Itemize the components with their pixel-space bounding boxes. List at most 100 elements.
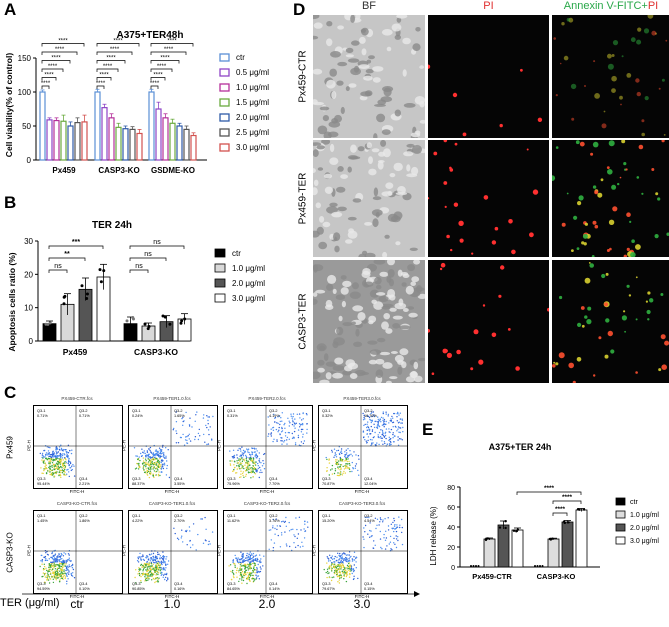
- a-sig-label: ****: [58, 39, 68, 45]
- c-event: [344, 567, 346, 569]
- d-merge-cell: [629, 220, 632, 223]
- c-yaxis-label: PE-H: [26, 440, 32, 451]
- c-event: [51, 557, 54, 559]
- c-event: [237, 449, 239, 451]
- c-event: [259, 471, 261, 474]
- c-event: [247, 471, 250, 473]
- d-pi-cell: [428, 197, 430, 200]
- d-cell: [357, 146, 365, 152]
- d-merge-cell: [644, 96, 649, 101]
- c-event: [44, 462, 46, 464]
- c-event: [247, 451, 249, 453]
- c-event: [258, 578, 260, 580]
- d-cell: [373, 187, 379, 197]
- d-pi-cell: [511, 249, 516, 255]
- c-event: [336, 459, 338, 461]
- d-pi-cell: [537, 117, 543, 123]
- c-event: [239, 460, 241, 462]
- d-cell: [342, 322, 353, 327]
- c-event: [208, 540, 210, 543]
- d-pi-image: [428, 15, 549, 138]
- a-bar: [46, 119, 53, 161]
- d-merge-cell: [612, 40, 619, 46]
- d-merge-cell: [592, 141, 599, 148]
- c-event: [64, 553, 67, 555]
- c-event: [236, 472, 238, 474]
- c-event: [267, 416, 269, 418]
- c-event: [175, 421, 178, 423]
- d-cell: [317, 125, 328, 135]
- c-event: [67, 559, 70, 561]
- c-event: [280, 437, 282, 439]
- c-event: [278, 429, 280, 431]
- c-event: [67, 456, 69, 459]
- c-event: [72, 464, 74, 466]
- d-cell: [347, 362, 359, 370]
- c-event: [238, 571, 240, 573]
- c-event: [380, 546, 382, 549]
- c-event: [44, 556, 46, 559]
- c-event: [294, 535, 296, 538]
- c-event: [146, 474, 149, 476]
- d-cell: [375, 284, 382, 290]
- c-event: [146, 574, 148, 576]
- c-event: [175, 430, 177, 432]
- d-merge-cell: [594, 224, 599, 229]
- c-event: [245, 557, 247, 559]
- a-sig-label: ****: [164, 47, 174, 53]
- c-event: [259, 570, 262, 573]
- e-sig-bracket: [552, 512, 568, 516]
- c-event: [62, 464, 64, 467]
- c-event: [141, 462, 144, 465]
- c-event: [160, 571, 163, 574]
- c-event: [53, 574, 56, 576]
- c-event: [43, 449, 45, 452]
- d-cell: [338, 315, 343, 322]
- b-sig-label: ns: [153, 239, 161, 246]
- c-event: [138, 465, 140, 468]
- c-event: [249, 457, 252, 459]
- c-event: [59, 474, 61, 476]
- c-event: [387, 525, 390, 527]
- c-event: [285, 525, 287, 527]
- c-event: [164, 578, 166, 581]
- d-cell: [331, 211, 343, 218]
- c-event: [63, 569, 65, 571]
- c-event: [70, 452, 73, 455]
- d-col-header-merge: Annexin V-FITC+PI: [546, 0, 669, 12]
- d-merge-cell: [625, 168, 628, 171]
- d-cell: [349, 373, 358, 379]
- c-event: [55, 462, 58, 464]
- c-q3-label: Q3-3: [132, 477, 140, 481]
- c-event: [68, 559, 71, 561]
- c-event: [63, 552, 65, 554]
- c-event: [352, 568, 355, 571]
- a-bar: [169, 122, 176, 161]
- d-merge-cell: [603, 302, 609, 307]
- c-event: [270, 529, 272, 531]
- c-event: [63, 563, 65, 565]
- c-event: [246, 448, 248, 450]
- c-q4-value: 7.70%: [269, 482, 280, 486]
- c-event: [353, 559, 356, 561]
- c-event: [145, 569, 147, 571]
- d-merge-cell: [626, 284, 630, 288]
- d-pi-cell: [458, 220, 464, 226]
- d-cell: [410, 281, 416, 286]
- c-event: [340, 464, 342, 466]
- d-cell: [313, 292, 318, 297]
- c-event: [201, 518, 203, 520]
- c-event: [157, 475, 160, 477]
- c-event: [202, 542, 205, 544]
- c-event: [371, 430, 374, 432]
- c-q4-value: 0.16%: [174, 587, 185, 591]
- d-cell: [364, 90, 373, 97]
- c-event: [233, 562, 235, 565]
- c-event: [279, 423, 281, 426]
- c-event: [235, 572, 237, 574]
- d-cell: [325, 361, 337, 367]
- c-event: [199, 435, 201, 437]
- e-point: [534, 565, 536, 567]
- c-event: [163, 452, 165, 454]
- panel-d-letter: D: [293, 0, 306, 19]
